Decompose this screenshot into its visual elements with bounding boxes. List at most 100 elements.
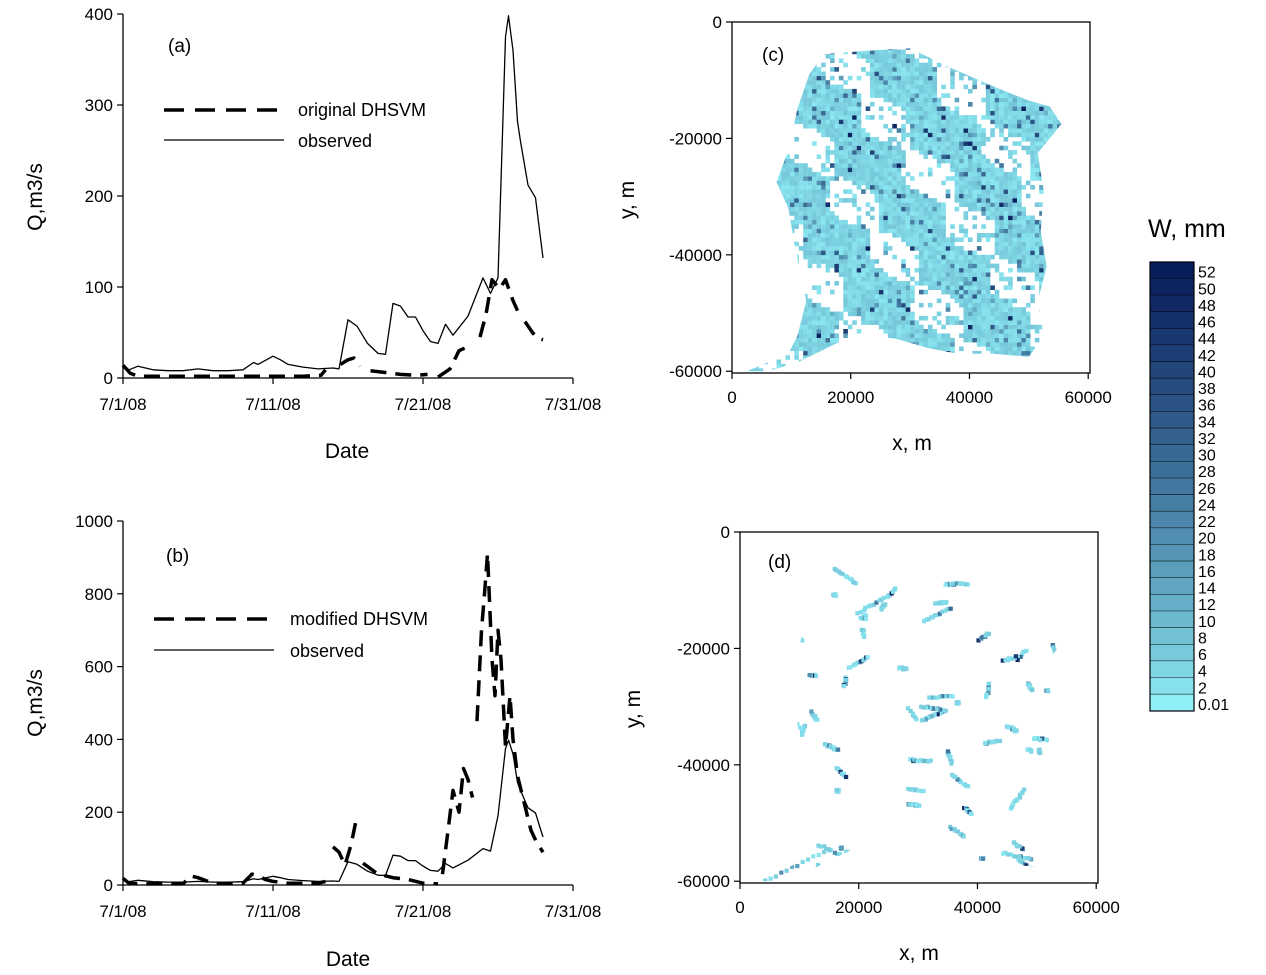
water-cell bbox=[1043, 141, 1049, 146]
water-cell bbox=[856, 228, 862, 234]
water-cell bbox=[999, 185, 1004, 190]
water-cell bbox=[972, 128, 977, 133]
water-cell bbox=[994, 250, 1000, 256]
water-cell bbox=[812, 337, 817, 343]
water-cell bbox=[883, 41, 888, 46]
water-cell bbox=[945, 48, 951, 50]
water-cell bbox=[749, 110, 755, 116]
water-cell bbox=[914, 342, 920, 347]
water-cell bbox=[874, 294, 880, 299]
water-cell bbox=[892, 137, 897, 142]
water-cell bbox=[754, 198, 759, 203]
water-cell bbox=[945, 154, 951, 159]
water-cell bbox=[919, 62, 924, 68]
water-cell bbox=[789, 254, 795, 260]
water-cell bbox=[1030, 219, 1035, 225]
water-cell bbox=[758, 368, 764, 372]
water-cell bbox=[754, 241, 759, 247]
water-cell bbox=[932, 219, 937, 225]
water-cell bbox=[834, 137, 839, 142]
water-cell bbox=[781, 294, 786, 299]
water-cell bbox=[990, 215, 995, 221]
x-axis-label: x, m bbox=[899, 942, 939, 965]
water-cell bbox=[789, 158, 795, 164]
water-cell bbox=[887, 93, 893, 98]
water-cell bbox=[981, 189, 986, 194]
water-cell bbox=[758, 198, 764, 203]
water-cell bbox=[794, 58, 799, 63]
water-cell bbox=[763, 67, 768, 72]
water-cell bbox=[754, 145, 759, 151]
water-cell bbox=[1021, 37, 1026, 42]
water-cell bbox=[910, 329, 915, 334]
water-cell bbox=[862, 633, 867, 638]
water-cell bbox=[812, 198, 817, 203]
water-cell bbox=[1066, 216, 1071, 221]
water-cell bbox=[737, 355, 742, 360]
water-cell bbox=[834, 106, 839, 111]
water-depth-map bbox=[763, 566, 1059, 882]
water-cell bbox=[932, 342, 937, 347]
water-cell bbox=[856, 250, 862, 256]
water-cell bbox=[946, 37, 951, 42]
water-cell bbox=[990, 106, 995, 111]
water-cell bbox=[870, 88, 875, 94]
water-cell bbox=[985, 137, 991, 142]
water-cell bbox=[1021, 211, 1026, 216]
water-cell bbox=[914, 254, 920, 260]
water-cell bbox=[1039, 289, 1044, 295]
water-cell bbox=[737, 272, 742, 277]
water-cell bbox=[737, 364, 742, 369]
water-cell bbox=[741, 163, 746, 168]
colorbar-band bbox=[1150, 345, 1194, 363]
water-cell bbox=[825, 320, 831, 325]
water-cell bbox=[883, 329, 888, 334]
water-cell bbox=[789, 259, 795, 264]
water-cell bbox=[803, 102, 808, 107]
water-cell bbox=[968, 311, 973, 317]
water-cell bbox=[1034, 202, 1040, 207]
water-cell bbox=[1039, 137, 1044, 142]
water-cell bbox=[932, 613, 937, 618]
water-cell bbox=[1008, 206, 1013, 212]
water-cell bbox=[737, 338, 742, 343]
water-cell bbox=[972, 54, 977, 59]
water-cell bbox=[963, 298, 969, 304]
water-cell bbox=[1062, 255, 1067, 260]
water-cell bbox=[794, 272, 799, 277]
water-cell bbox=[1034, 241, 1040, 247]
water-cell bbox=[746, 115, 750, 120]
water-cell bbox=[741, 63, 746, 68]
water-cell bbox=[749, 219, 755, 225]
water-cell bbox=[1025, 88, 1031, 94]
water-cell bbox=[1057, 37, 1062, 42]
water-cell bbox=[1052, 364, 1058, 369]
water-cell bbox=[798, 346, 804, 352]
water-cell bbox=[963, 185, 969, 190]
water-cell bbox=[1008, 368, 1013, 372]
water-cell bbox=[919, 202, 924, 207]
water-cell bbox=[923, 259, 929, 264]
water-cell bbox=[950, 54, 955, 59]
water-cell bbox=[758, 137, 764, 142]
water-cell bbox=[779, 870, 784, 875]
water-cell bbox=[1003, 302, 1009, 308]
water-cell bbox=[914, 88, 920, 94]
water-cell bbox=[856, 93, 862, 98]
water-cell bbox=[812, 346, 817, 352]
water-cell bbox=[1030, 263, 1035, 269]
water-cell bbox=[865, 49, 871, 55]
water-cell bbox=[852, 364, 857, 369]
water-cell bbox=[954, 267, 960, 273]
water-cell bbox=[883, 602, 888, 607]
water-cell bbox=[919, 67, 924, 72]
water-cell bbox=[803, 215, 808, 221]
water-cell bbox=[758, 171, 764, 177]
panel-label: (c) bbox=[762, 45, 784, 66]
water-cell bbox=[821, 80, 826, 85]
water-cell bbox=[923, 329, 929, 334]
water-cell bbox=[1030, 267, 1035, 273]
water-cell bbox=[812, 88, 817, 94]
water-cell bbox=[994, 346, 1000, 352]
water-cell bbox=[798, 289, 804, 295]
